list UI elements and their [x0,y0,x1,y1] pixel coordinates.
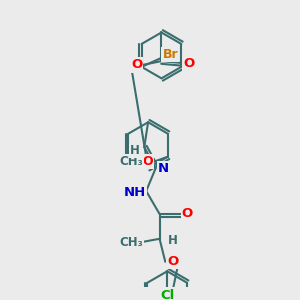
Text: O: O [131,58,142,71]
Text: NH: NH [124,187,146,200]
Text: O: O [184,56,195,70]
Text: Br: Br [163,48,178,61]
Text: H: H [130,144,140,158]
Text: CH₃: CH₃ [119,236,143,249]
Text: CH₃: CH₃ [120,155,143,168]
Text: O: O [182,208,193,220]
Text: O: O [142,155,153,168]
Text: H: H [168,234,178,247]
Text: O: O [167,255,178,268]
Text: Cl: Cl [160,289,174,300]
Text: N: N [158,162,169,175]
